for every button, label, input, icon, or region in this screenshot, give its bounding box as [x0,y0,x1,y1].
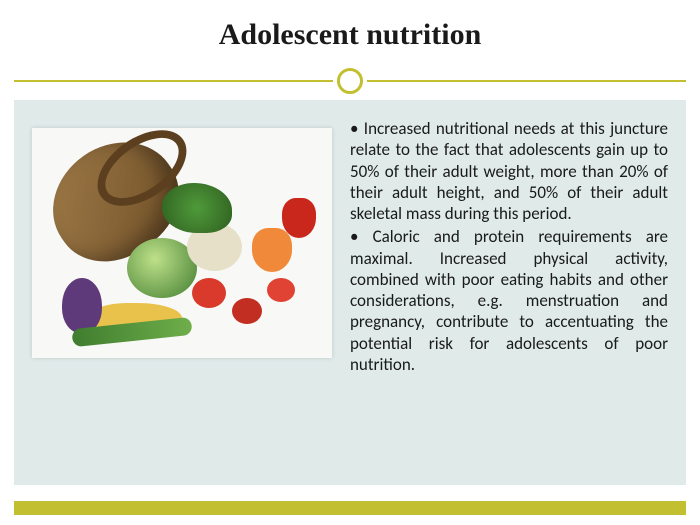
bottom-accent-bar [14,501,686,515]
veg-tomato [192,278,226,308]
title-region: Adolescent nutrition [0,0,700,62]
divider-line [14,80,686,82]
vegetables-image [32,128,332,358]
veg-pepper-red [282,198,316,238]
veg-tomato [232,298,262,324]
veg-greens [162,183,232,233]
bullet-item: Caloric and protein requirements are max… [350,226,668,375]
veg-eggplant [62,278,102,333]
veg-pepper-orange [252,228,292,272]
content-region: Increased nutritional needs at this junc… [14,100,686,485]
divider-circle [337,68,363,94]
text-column: Increased nutritional needs at this junc… [350,118,668,377]
page-title: Adolescent nutrition [0,18,700,52]
veg-tomato [267,278,295,302]
bullet-item: Increased nutritional needs at this junc… [350,118,668,224]
divider-circle-bg [333,64,367,98]
